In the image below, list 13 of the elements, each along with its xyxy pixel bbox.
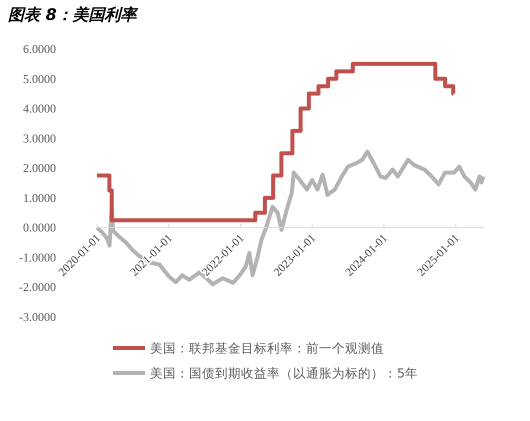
y-tick-label: 1.0000	[23, 190, 56, 205]
y-tick-label: 6.0000	[23, 42, 56, 56]
chart-title: 图表 8：美国利率	[8, 5, 139, 24]
y-tick-label: 5.0000	[23, 72, 56, 86]
legend-label: 美国：联邦基金目标利率：前一个观测值	[150, 340, 384, 356]
y-tick-label: -3.0000	[19, 310, 56, 324]
y-tick-label: 3.0000	[23, 131, 56, 146]
y-tick-label: 0.0000	[23, 220, 56, 235]
legend-label: 美国：国债到期收益率（以通胀为标的）：5年	[150, 366, 418, 380]
y-tick-label: -1.0000	[19, 250, 56, 264]
y-tick-label: 4.0000	[23, 102, 56, 116]
y-tick-label: -2.0000	[19, 280, 56, 294]
y-tick-label: 2.0000	[23, 161, 56, 176]
